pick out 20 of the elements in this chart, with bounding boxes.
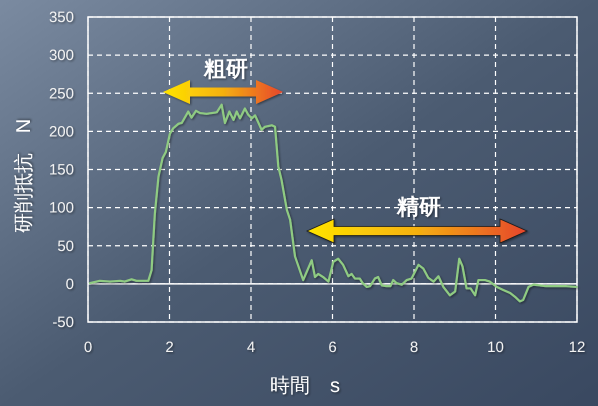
y-tick-label: 250 (48, 85, 74, 102)
annotation: 粗研 (204, 56, 248, 81)
y-tick-label: -50 (52, 314, 74, 331)
y-tick-label: 50 (57, 238, 74, 255)
y-tick-label: 150 (48, 162, 74, 178)
ylabel: 研削抵抗 N (13, 118, 35, 234)
x-tick-label: 6 (328, 339, 337, 356)
annotation: 精研 (397, 194, 441, 219)
y-tick-label: 100 (48, 200, 74, 217)
y-tick-label: 200 (48, 123, 74, 140)
y-tick-label: 350 (48, 9, 74, 26)
xlabel: 時間 s (270, 375, 340, 397)
x-tick-label: 2 (165, 339, 174, 356)
x-tick-label: 0 (84, 339, 92, 356)
x-tick-label: 10 (487, 339, 504, 356)
x-tick-label: 12 (568, 339, 586, 356)
y-tick-label: 300 (48, 47, 74, 64)
x-tick-label: 4 (246, 339, 256, 356)
y-tick-label: 0 (66, 276, 74, 293)
x-tick-label: 8 (410, 339, 418, 356)
